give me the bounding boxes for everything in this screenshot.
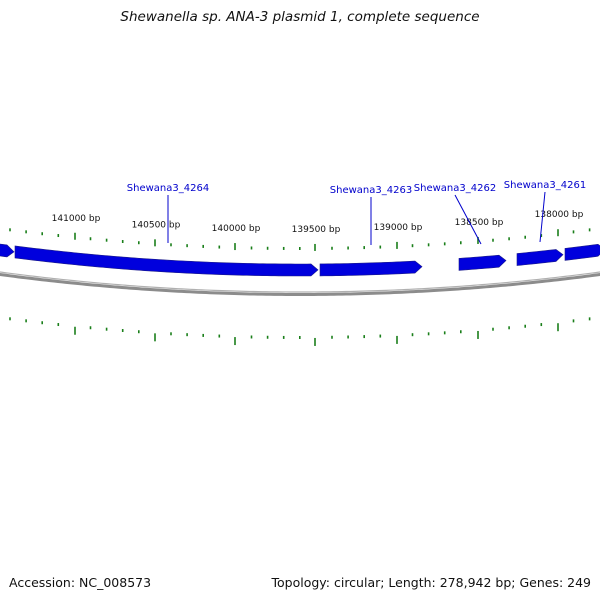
- gene-label[interactable]: Shewana3_4263: [330, 185, 412, 196]
- gene-label[interactable]: Shewana3_4264: [127, 183, 209, 194]
- gene-label[interactable]: Shewana3_4262: [414, 183, 496, 194]
- map-title: Shewanella sp. ANA-3 plasmid 1, complete…: [120, 9, 480, 25]
- sequence-summary: Topology: circular; Length: 278,942 bp; …: [271, 575, 592, 590]
- gene-track[interactable]: [0, 243, 600, 277]
- tick-label: 140500 bp: [132, 220, 181, 230]
- gene-labels[interactable]: Shewana3_4264 Shewana3_4263 Shewana3_4262 S…: [127, 180, 586, 245]
- backbone-inner-line: [0, 272, 600, 296]
- tick-label: 140000 bp: [212, 224, 261, 234]
- tick-marks-outer: [9, 228, 591, 251]
- tick-label: 138500 bp: [455, 218, 504, 228]
- gene-leader-line: [539, 191, 546, 243]
- gene-arrow[interactable]: [0, 243, 15, 258]
- tick-marks-inner: [9, 317, 591, 346]
- gene-arrow[interactable]: [319, 260, 423, 277]
- gene-arrow[interactable]: [14, 245, 319, 277]
- tick-labels: 141000 bp 140500 bp 140000 bp 139500 bp 1390…: [52, 210, 584, 235]
- tick-label: 141000 bp: [52, 214, 101, 224]
- tick-label: 139000 bp: [374, 223, 423, 233]
- tick-label: 138000 bp: [535, 210, 584, 220]
- gene-arrow[interactable]: [458, 254, 507, 271]
- sequence-backbone: [0, 271, 600, 296]
- backbone-outer-line: [0, 271, 600, 293]
- accession-text: Accession: NC_008573: [9, 575, 152, 590]
- tick-label: 139500 bp: [292, 225, 341, 235]
- gene-leader-line: [454, 194, 482, 245]
- gene-arrow[interactable]: [516, 249, 564, 266]
- gene-label[interactable]: Shewana3_4261: [504, 180, 586, 191]
- gene-arrow[interactable]: [564, 243, 600, 261]
